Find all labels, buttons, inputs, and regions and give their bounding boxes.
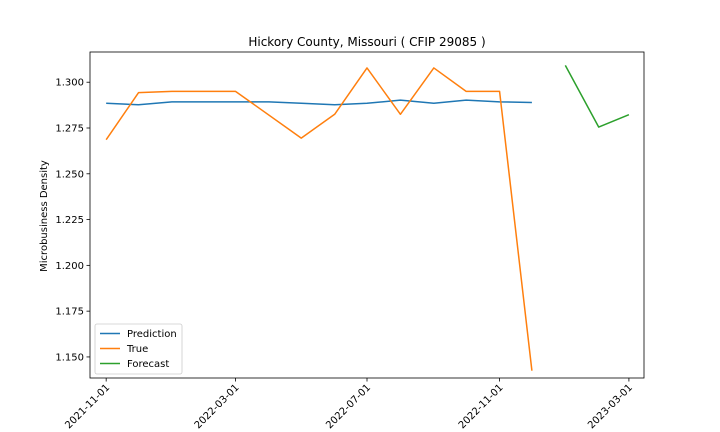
plot-frame bbox=[89, 51, 645, 379]
y-tick-label: 1.225 bbox=[55, 215, 84, 226]
y-tick-label: 1.275 bbox=[55, 124, 84, 135]
legend-box bbox=[94, 323, 183, 375]
series-lines bbox=[105, 65, 630, 371]
legend-label-forecast: Forecast bbox=[127, 359, 169, 370]
x-tick-label: 2021-11-01 bbox=[63, 382, 112, 431]
y-tick-label: 1.150 bbox=[55, 352, 84, 363]
y-axis-title: Microbusiness Density bbox=[39, 160, 50, 272]
x-tick-label: 2022-07-01 bbox=[324, 382, 373, 431]
y-tick-label: 1.200 bbox=[55, 261, 84, 272]
y-tick-label: 1.300 bbox=[55, 78, 84, 89]
y-axis-ticks: 1.150 1.175 1.200 1.225 1.250 1.275 1.300 bbox=[55, 78, 90, 363]
legend: Prediction True Forecast bbox=[94, 323, 183, 375]
series-line-true bbox=[105, 67, 533, 371]
y-tick-label: 1.250 bbox=[55, 169, 84, 180]
y-tick-label: 1.175 bbox=[55, 307, 84, 318]
series-line-prediction bbox=[106, 99, 532, 106]
x-axis-ticks: 2021-11-01 2022-03-01 2022-07-01 2022-11-01… bbox=[63, 378, 635, 431]
legend-label-true: True bbox=[126, 344, 148, 355]
x-tick-label: 2023-03-01 bbox=[586, 382, 635, 431]
x-tick-label: 2022-03-01 bbox=[193, 382, 242, 431]
chart-title: Hickory County, Missouri ( CFIP 29085 ) bbox=[248, 35, 485, 49]
x-tick-label: 2022-11-01 bbox=[457, 382, 506, 431]
series-line-forecast bbox=[564, 65, 630, 128]
legend-label-prediction: Prediction bbox=[127, 329, 177, 340]
